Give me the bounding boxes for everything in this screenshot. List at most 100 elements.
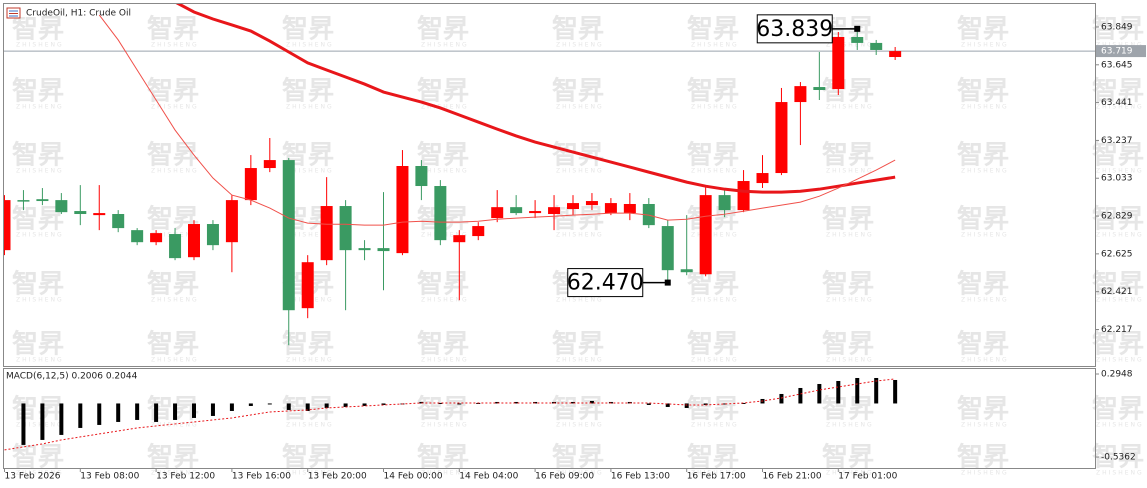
watermark: 智昇 — [417, 270, 469, 300]
watermark: 智昇 — [12, 77, 64, 107]
candle-body — [17, 200, 30, 202]
watermark-sub: ZHISHENG — [16, 422, 64, 429]
x-tick-label: 16 Feb 21:00 — [763, 472, 822, 482]
watermark-sub: ZHISHENG — [826, 232, 874, 239]
watermark: 智昇 — [687, 330, 739, 360]
watermark-sub: ZHISHENG — [961, 104, 1009, 111]
macd-bar — [59, 403, 64, 435]
watermark: 智昇 — [12, 395, 64, 425]
watermark: 智昇 — [687, 77, 739, 107]
candle-body — [415, 166, 428, 187]
watermark: 智昇 — [822, 141, 874, 171]
candle-body — [55, 200, 68, 213]
candle-body — [567, 203, 579, 210]
watermark: 智昇 — [552, 443, 604, 473]
watermark-sub: ZHISHENG — [1096, 297, 1144, 304]
y-tick-label: 63.849 — [1101, 22, 1133, 32]
candle-body — [756, 173, 769, 184]
watermark: 智昇 — [417, 443, 469, 473]
x-tick-label: 13 Feb 20:00 — [308, 472, 367, 482]
watermark-sub: ZHISHENG — [286, 470, 334, 477]
watermark-sub: ZHISHENG — [691, 42, 739, 49]
y-tick-label: 62.217 — [1101, 325, 1133, 335]
watermark-sub: ZHISHENG — [151, 422, 199, 429]
macd-bar — [97, 403, 102, 425]
price-label: 63.839 — [756, 17, 833, 42]
watermark-sub: ZHISHENG — [421, 42, 469, 49]
candle-body — [585, 201, 598, 206]
x-tick-label: 14 Feb 00:00 — [384, 472, 443, 482]
candle-body — [623, 203, 636, 214]
candle-body — [320, 206, 333, 261]
watermark: 智昇 — [1092, 443, 1144, 473]
moving-average — [175, 4, 896, 194]
watermark: 智昇 — [822, 77, 874, 107]
watermark: 智昇 — [687, 141, 739, 171]
macd-bar — [855, 377, 860, 404]
candle-body — [434, 186, 447, 241]
x-tick-label: 13 Feb 12:00 — [156, 472, 215, 482]
watermark: 智昇 — [417, 15, 469, 45]
watermark: 智昇 — [687, 15, 739, 45]
watermark-sub: ZHISHENG — [16, 357, 64, 364]
watermark: 智昇 — [147, 443, 199, 473]
watermark-sub: ZHISHENG — [16, 470, 64, 477]
candle-body — [718, 195, 731, 211]
y-tick-label: 63.237 — [1101, 136, 1133, 146]
macd-bar — [305, 403, 310, 411]
watermark: 智昇 — [552, 395, 604, 425]
x-tick-label: 16 Feb 17:00 — [687, 472, 746, 482]
candle-body — [301, 262, 314, 309]
watermark-sub: ZHISHENG — [691, 422, 739, 429]
macd-bar — [267, 403, 272, 405]
watermark-sub: ZHISHENG — [286, 104, 334, 111]
watermark-sub: ZHISHENG — [16, 232, 64, 239]
candle-body — [93, 213, 106, 216]
macd-bar — [646, 403, 651, 405]
candle-body — [36, 199, 49, 202]
x-tick-label: 14 Feb 04:00 — [459, 472, 518, 482]
watermark: 智昇 — [1092, 395, 1144, 425]
y-tick-label: 0.2948 — [1101, 370, 1133, 380]
candle-body — [339, 206, 352, 251]
watermark: 智昇 — [957, 77, 1009, 107]
watermark: 智昇 — [147, 141, 199, 171]
candle-body — [358, 248, 371, 251]
x-tick-label: 13 Feb 08:00 — [80, 472, 139, 482]
macd-bar — [817, 383, 822, 404]
watermark-sub: ZHISHENG — [691, 232, 739, 239]
watermark-sub: ZHISHENG — [151, 104, 199, 111]
watermark: 智昇 — [12, 205, 64, 235]
watermark-sub: ZHISHENG — [1096, 42, 1144, 49]
x-tick-label: 17 Feb 01:00 — [838, 472, 897, 482]
watermark-sub: ZHISHENG — [556, 422, 604, 429]
watermark-sub: ZHISHENG — [826, 470, 874, 477]
watermark: 智昇 — [1092, 141, 1144, 171]
watermark-sub: ZHISHENG — [421, 104, 469, 111]
watermark-sub: ZHISHENG — [286, 42, 334, 49]
watermark-sub: ZHISHENG — [16, 168, 64, 175]
candle-body — [169, 234, 182, 259]
candle-body — [832, 36, 845, 90]
x-tick-label: 13 Feb 2026 — [5, 472, 61, 482]
watermark: 智昇 — [687, 395, 739, 425]
watermark: 智昇 — [957, 270, 1009, 300]
watermark-sub: ZHISHENG — [961, 470, 1009, 477]
watermark: 智昇 — [687, 205, 739, 235]
watermark: 智昇 — [687, 443, 739, 473]
y-tick-label: 63.645 — [1101, 60, 1133, 70]
candle-body — [396, 166, 409, 254]
watermark-sub: ZHISHENG — [691, 297, 739, 304]
macd-bar — [192, 403, 196, 418]
current-price-label: 63.719 — [1101, 47, 1133, 57]
candle-body — [642, 203, 655, 226]
candle-body — [377, 248, 390, 252]
macd-bar — [457, 403, 462, 405]
candle-body — [680, 269, 693, 273]
macd-bar — [665, 403, 670, 407]
x-tick-label: 16 Feb 13:00 — [611, 472, 670, 482]
y-tick-label: 62.829 — [1101, 212, 1133, 222]
candle-body — [225, 200, 238, 243]
